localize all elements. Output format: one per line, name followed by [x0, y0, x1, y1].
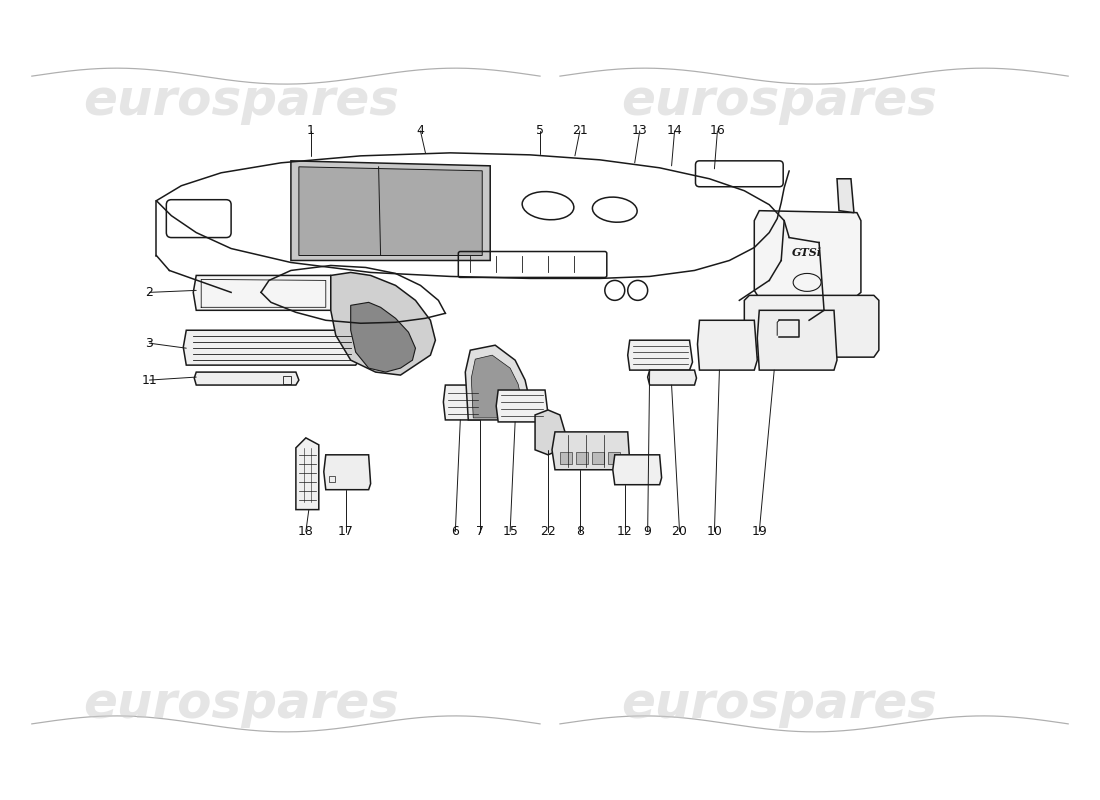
- Polygon shape: [299, 167, 482, 255]
- Text: 1: 1: [307, 125, 315, 138]
- Bar: [283, 376, 290, 384]
- Polygon shape: [757, 310, 837, 370]
- Text: 12: 12: [617, 525, 632, 538]
- Text: 15: 15: [503, 525, 518, 538]
- Text: GTSi: GTSi: [792, 247, 822, 258]
- Text: 7: 7: [476, 525, 484, 538]
- Text: 6: 6: [451, 525, 460, 538]
- Polygon shape: [755, 210, 861, 298]
- Text: eurospares: eurospares: [84, 77, 399, 125]
- Text: 21: 21: [572, 125, 587, 138]
- Text: 11: 11: [142, 374, 157, 386]
- Polygon shape: [331, 273, 436, 375]
- Polygon shape: [465, 345, 530, 420]
- Bar: [329, 476, 334, 482]
- Text: 5: 5: [536, 125, 544, 138]
- Polygon shape: [552, 432, 629, 470]
- Text: 20: 20: [672, 525, 688, 538]
- Text: 2: 2: [145, 286, 153, 299]
- Text: 17: 17: [338, 525, 353, 538]
- Text: 3: 3: [145, 337, 153, 350]
- Text: 16: 16: [710, 125, 725, 138]
- Polygon shape: [195, 372, 299, 385]
- Text: 8: 8: [576, 525, 584, 538]
- Polygon shape: [496, 390, 548, 422]
- Polygon shape: [194, 275, 341, 310]
- Polygon shape: [290, 161, 491, 261]
- Polygon shape: [184, 330, 363, 365]
- Bar: [592, 452, 604, 464]
- Polygon shape: [697, 320, 757, 370]
- Text: 4: 4: [417, 125, 425, 138]
- Polygon shape: [628, 340, 693, 370]
- Text: eurospares: eurospares: [621, 77, 937, 125]
- Bar: [608, 452, 619, 464]
- Polygon shape: [745, 295, 879, 357]
- Text: eurospares: eurospares: [84, 680, 399, 728]
- Text: 18: 18: [298, 525, 314, 538]
- Text: 14: 14: [667, 125, 682, 138]
- Text: 13: 13: [631, 125, 648, 138]
- Polygon shape: [296, 438, 319, 510]
- Polygon shape: [613, 455, 661, 485]
- Polygon shape: [837, 178, 854, 213]
- Text: 19: 19: [751, 525, 767, 538]
- Text: eurospares: eurospares: [621, 680, 937, 728]
- Polygon shape: [471, 355, 522, 418]
- Polygon shape: [323, 455, 371, 490]
- Bar: [576, 452, 587, 464]
- Polygon shape: [535, 410, 565, 455]
- Text: 10: 10: [706, 525, 723, 538]
- Text: 22: 22: [540, 525, 556, 538]
- Polygon shape: [351, 302, 416, 372]
- Bar: [560, 452, 572, 464]
- Polygon shape: [648, 370, 696, 385]
- Polygon shape: [443, 385, 483, 420]
- Text: 9: 9: [644, 525, 651, 538]
